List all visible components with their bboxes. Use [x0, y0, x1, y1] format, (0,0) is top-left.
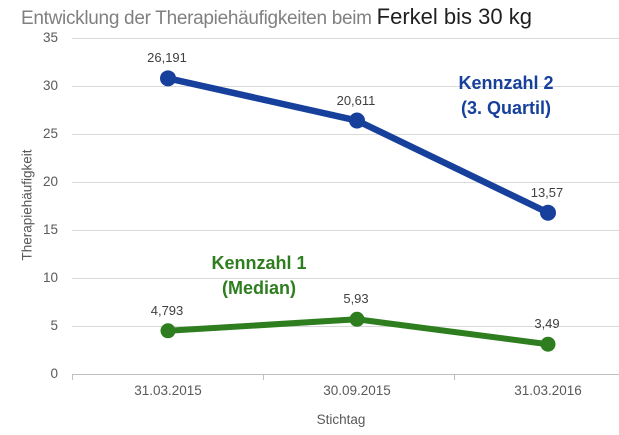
data-label: 4,793 [150, 302, 184, 318]
data-point [540, 204, 556, 221]
gridline [72, 38, 619, 39]
data-label: 20,611 [336, 92, 376, 108]
y-axis-tick-label: 35 [42, 30, 58, 45]
x-axis-tick [72, 374, 73, 380]
legend-kennzahl-1: Kennzahl 1 (Median) [179, 251, 339, 301]
x-axis-title: Stichtag [316, 412, 366, 427]
y-axis-title: Therapiehäufigkeit [19, 149, 35, 261]
y-axis-tick-label: 25 [42, 126, 58, 141]
legend-kennzahl-1-line2: (Median) [222, 278, 296, 298]
y-axis-tick-label: 15 [42, 222, 58, 237]
x-axis-tick-label: 31.03.2016 [514, 383, 582, 398]
legend-kennzahl-1-line1: Kennzahl 1 [211, 253, 307, 273]
chart-title-emphasis: Ferkel bis 30 kg [376, 4, 532, 29]
data-point [349, 112, 365, 129]
x-axis-tick-label: 31.03.2015 [134, 383, 202, 398]
data-point [349, 311, 365, 327]
y-axis-tick-label: 0 [50, 366, 58, 381]
y-axis-tick-label: 30 [42, 78, 58, 93]
gridline [72, 182, 619, 183]
gridline [72, 134, 619, 135]
data-label: 3,49 [534, 316, 560, 332]
data-point [540, 336, 556, 352]
y-axis-tick-label: 10 [42, 270, 58, 285]
x-axis-line [72, 374, 619, 375]
y-axis-tick-label: 5 [50, 318, 58, 333]
x-axis-tick [454, 374, 455, 380]
legend-kennzahl-2: Kennzahl 2 (3. Quartil) [426, 71, 586, 121]
legend-kennzahl-2-line1: Kennzahl 2 [458, 73, 554, 93]
x-axis-tick-label: 30.09.2015 [323, 383, 391, 398]
y-axis-tick-label: 20 [42, 174, 58, 189]
data-label: 26,191 [147, 50, 187, 66]
gridline [72, 230, 619, 231]
legend-kennzahl-2-line2: (3. Quartil) [460, 98, 551, 118]
series-line-kennzahl-1 [165, 316, 551, 348]
data-label: 5,93 [343, 291, 369, 307]
data-label: 13,57 [530, 184, 564, 200]
data-point [160, 70, 176, 87]
chart-title: Entwicklung der Therapiehäufigkeiten bei… [21, 4, 532, 30]
chart-title-prefix: Entwicklung der Therapiehäufigkeiten bei… [21, 8, 377, 29]
gridline [72, 278, 619, 279]
x-axis-tick [263, 374, 264, 380]
